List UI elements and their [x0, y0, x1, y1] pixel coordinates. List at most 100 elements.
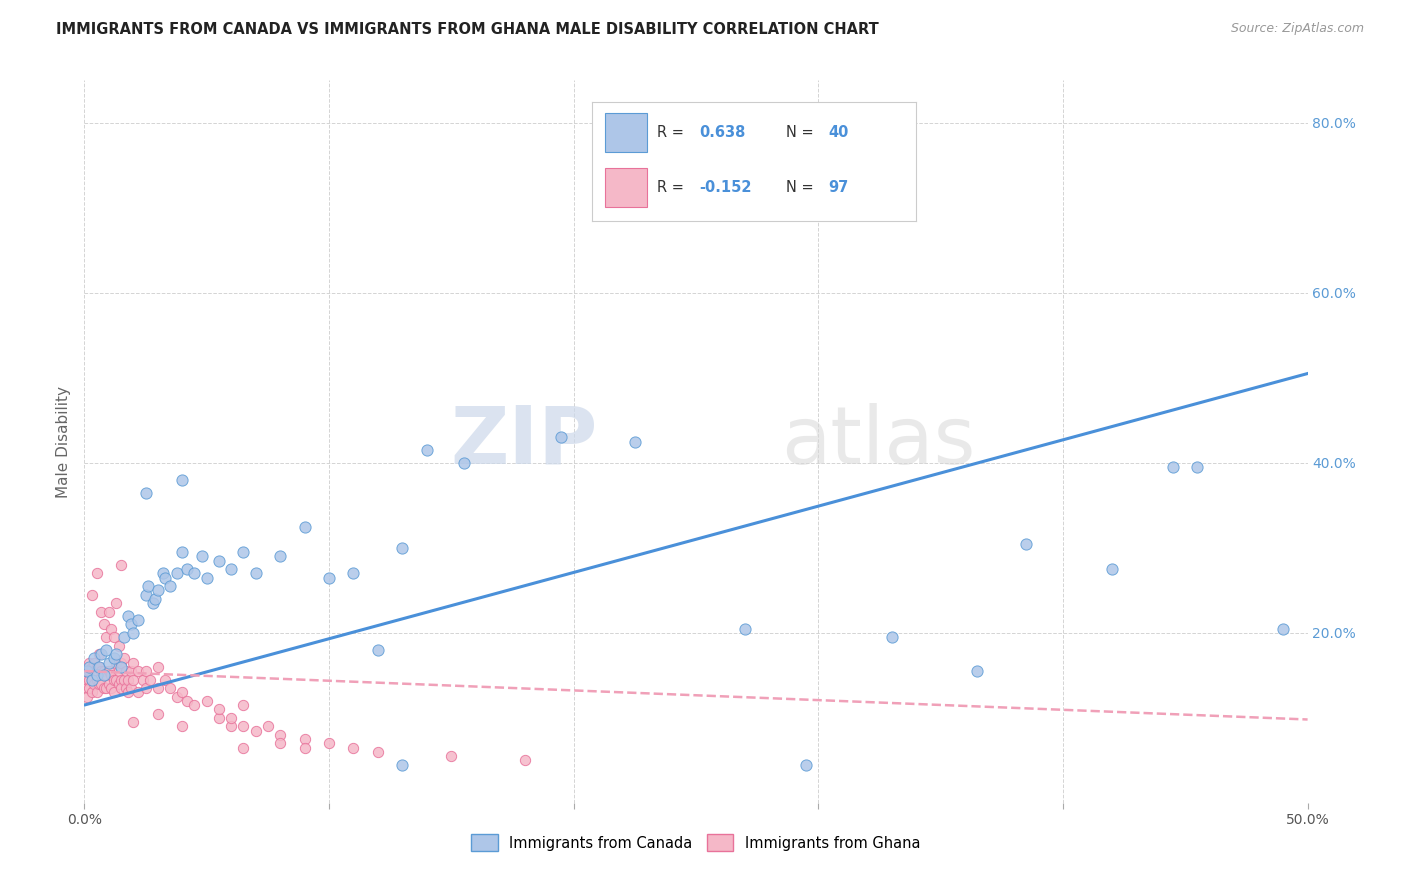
Point — [1015, 536, 1038, 550]
Point — [120, 681, 142, 695]
Text: Source: ZipAtlas.com: Source: ZipAtlas.com — [1230, 22, 1364, 36]
Y-axis label: Male Disability: Male Disability — [56, 385, 72, 498]
Point — [115, 681, 138, 695]
Point — [97, 605, 120, 619]
Point — [208, 702, 231, 716]
Point — [146, 706, 169, 721]
Point — [93, 668, 115, 682]
Point — [294, 732, 316, 747]
Point — [120, 617, 142, 632]
Point — [90, 664, 112, 678]
Text: IMMIGRANTS FROM CANADA VS IMMIGRANTS FROM GHANA MALE DISABILITY CORRELATION CHAR: IMMIGRANTS FROM CANADA VS IMMIGRANTS FRO… — [56, 22, 879, 37]
Point — [172, 685, 194, 699]
Point — [77, 673, 100, 687]
Point — [86, 566, 108, 581]
Point — [232, 719, 254, 733]
Point — [513, 753, 536, 767]
Point — [86, 660, 108, 674]
Point — [96, 630, 118, 644]
Point — [83, 656, 105, 670]
Point — [269, 549, 291, 564]
Point — [176, 694, 198, 708]
Point — [318, 570, 340, 584]
Point — [110, 681, 132, 695]
Point — [191, 549, 214, 564]
Point — [391, 541, 413, 555]
Point — [110, 673, 132, 687]
Point — [342, 566, 364, 581]
Point — [208, 711, 231, 725]
Point — [93, 617, 115, 632]
Point — [103, 673, 125, 687]
Point — [146, 583, 169, 598]
Point — [90, 647, 112, 661]
Point — [880, 630, 903, 644]
Point — [183, 566, 205, 581]
Point — [416, 443, 439, 458]
Point — [76, 664, 98, 678]
Point — [232, 545, 254, 559]
Point — [453, 456, 475, 470]
Point — [105, 656, 128, 670]
Point — [794, 757, 817, 772]
Point — [90, 677, 112, 691]
Point — [93, 681, 115, 695]
Point — [142, 596, 165, 610]
Point — [100, 668, 122, 682]
Point — [80, 588, 103, 602]
Point — [83, 664, 105, 678]
Point — [342, 740, 364, 755]
Point — [624, 434, 647, 449]
Point — [112, 651, 135, 665]
Point — [294, 519, 316, 533]
Point — [100, 681, 122, 695]
Point — [1101, 562, 1123, 576]
Point — [117, 673, 139, 687]
Point — [269, 728, 291, 742]
Point — [159, 681, 181, 695]
Point — [120, 664, 142, 678]
Point — [107, 639, 129, 653]
Point — [135, 681, 157, 695]
Point — [87, 660, 110, 674]
Point — [1161, 460, 1184, 475]
Point — [734, 622, 756, 636]
Point — [83, 651, 105, 665]
Point — [105, 673, 128, 687]
Point — [77, 681, 100, 695]
Point — [318, 736, 340, 750]
Point — [195, 694, 218, 708]
Point — [232, 698, 254, 712]
Point — [139, 673, 162, 687]
Point — [97, 656, 120, 670]
Point — [87, 660, 110, 674]
Point — [76, 681, 98, 695]
Point — [103, 630, 125, 644]
Point — [166, 690, 188, 704]
Point — [97, 677, 120, 691]
Point — [172, 473, 194, 487]
Point — [166, 566, 188, 581]
Point — [127, 685, 149, 699]
Point — [172, 545, 194, 559]
Point — [245, 566, 267, 581]
Point — [391, 757, 413, 772]
Point — [96, 668, 118, 682]
Point — [127, 613, 149, 627]
Point — [367, 745, 389, 759]
Point — [110, 656, 132, 670]
Point — [367, 642, 389, 657]
Text: atlas: atlas — [782, 402, 976, 481]
Point — [135, 485, 157, 500]
Point — [135, 588, 157, 602]
Point — [208, 553, 231, 567]
Point — [172, 719, 194, 733]
Point — [219, 719, 242, 733]
Point — [245, 723, 267, 738]
Legend: Immigrants from Canada, Immigrants from Ghana: Immigrants from Canada, Immigrants from … — [465, 829, 927, 857]
Point — [132, 673, 155, 687]
Point — [122, 625, 145, 640]
Point — [135, 664, 157, 678]
Point — [440, 749, 463, 764]
Point — [183, 698, 205, 712]
